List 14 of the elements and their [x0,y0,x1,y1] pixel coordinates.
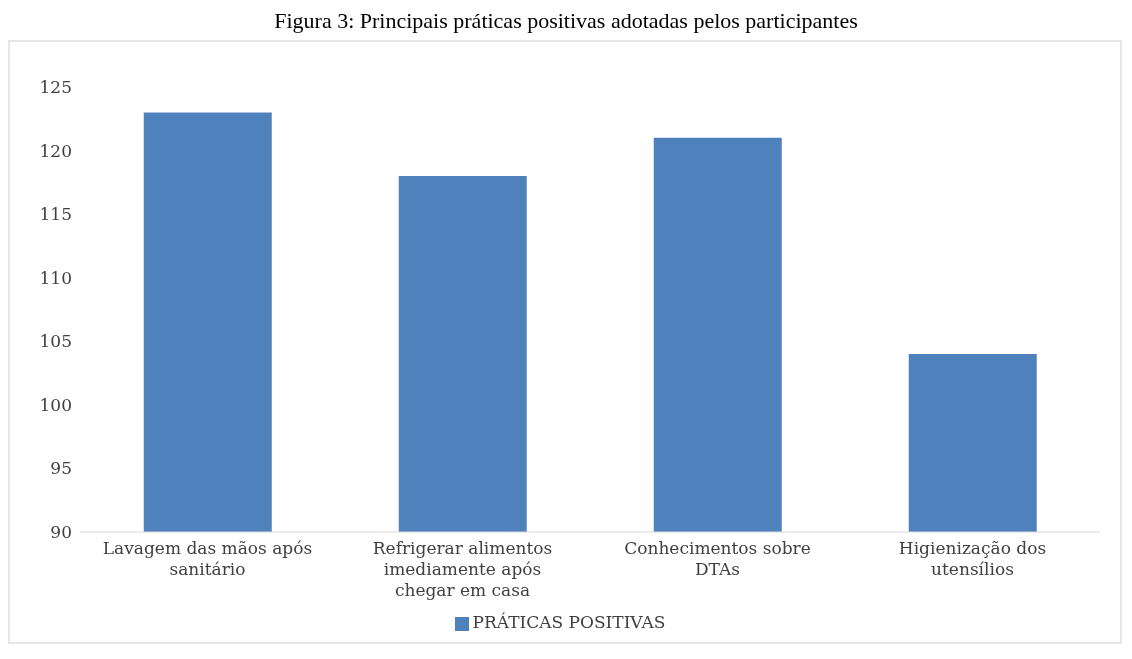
y-tick-label: 115 [39,204,72,225]
y-tick-label: 90 [50,522,72,543]
legend-label: PRÁTICAS POSITIVAS [472,612,666,632]
y-tick-label: 125 [39,77,72,98]
x-tick-label: Refrigerar alimentos imediamente após chegar em casa [372,538,553,600]
y-tick-label: 100 [39,394,72,415]
y-tick-label: 120 [39,140,72,161]
x-tick-label: Higienização dos utensílios [898,538,1047,579]
y-tick-label: 110 [39,267,72,288]
chart-title: Figura 3: Principais práticas positivas adotadas pelos participantes [273,8,859,34]
x-tick-label: Lavagem das mãos após sanitário [102,538,313,579]
y-tick-label: 105 [39,331,72,352]
x-tick-label: Conhecimentos sobre DTAs [624,538,811,579]
y-tick-label: 95 [50,458,72,479]
